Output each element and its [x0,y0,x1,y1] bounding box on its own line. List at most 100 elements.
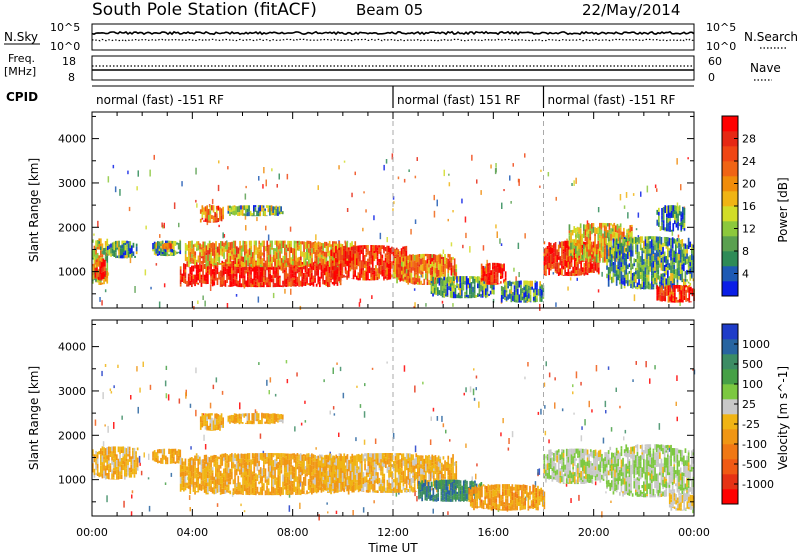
echo-cell [176,458,178,463]
echo-cell [104,271,106,277]
echo-cell [245,467,247,472]
echo-cell [212,460,214,462]
echo-cell [586,244,588,247]
echo-cell [428,254,430,260]
echo-cell [482,286,484,290]
echo-cell [181,458,183,461]
echo-cell [686,254,688,259]
echo-cell [667,241,669,246]
echo-cell [284,256,286,260]
scatter-cell [677,417,679,422]
echo-cell [602,239,604,247]
echo-cell [690,301,692,302]
echo-cell [190,252,192,258]
echo-cell [577,240,579,246]
echo-cell [282,256,284,260]
echo-cell [525,300,527,302]
echo-cell [332,273,334,279]
echo-cell [225,264,227,266]
echo-cell [274,459,276,467]
echo-cell [209,462,211,469]
echo-cell [285,268,287,271]
echo-cell [218,485,220,492]
echo-cell [257,268,259,272]
echo-cell [354,254,356,261]
echo-cell [375,276,377,280]
echo-cell [632,288,634,289]
echo-cell [167,255,169,256]
echo-cell [98,282,100,285]
echo-cell [226,243,228,250]
echo-cell [680,215,682,218]
echo-cell [461,296,463,298]
echo-cell [396,254,398,256]
scatter-cell [501,243,503,246]
scatter-cell [294,426,296,431]
echo-cell [439,271,441,278]
echo-cell [189,472,191,479]
echo-cell [236,258,238,263]
echo-cell [664,283,666,286]
echo-cell [616,270,618,276]
echo-cell [162,459,164,464]
echo-cell [236,246,238,254]
echo-cell [419,257,421,264]
echo-cell [220,484,222,486]
echo-cell [588,264,590,268]
echo-cell [601,236,603,243]
echo-cell [522,291,524,293]
echo-cell [221,208,223,215]
echo-cell [152,458,154,461]
echo-cell [249,453,251,459]
echo-cell [248,214,250,216]
echo-cell [213,205,215,212]
echo-cell [625,268,627,274]
echo-cell [180,477,182,484]
echo-cell [297,457,299,462]
echo-cell [490,270,492,275]
echo-cell [238,264,240,267]
echo-cell [266,489,268,495]
echo-cell [631,231,633,237]
echo-cell [260,243,262,246]
echo-cell [289,494,291,495]
nave-label: Nave [750,61,781,75]
echo-cell [674,220,676,224]
echo-cell [435,283,437,291]
scatter-cell [415,446,417,453]
echo-cell [661,301,663,302]
scatter-cell [315,234,317,240]
echo-cell [685,244,687,249]
echo-cell [263,253,265,257]
echo-cell [527,301,529,302]
echo-cell [260,256,262,260]
echo-cell [463,276,465,282]
echo-cell [428,280,430,285]
echo-cell [364,265,366,269]
scatter-cell [323,379,325,382]
echo-cell [580,271,582,275]
echo-cell [649,261,651,267]
echo-cell [317,276,319,283]
echo-cell [124,471,126,477]
echo-cell [625,280,627,284]
echo-cell [290,459,292,462]
echo-cell [459,283,461,288]
echo-cell [319,253,321,259]
echo-cell [209,270,211,275]
echo-cell [673,262,675,265]
echo-cell [230,264,232,266]
scatter-cell [107,426,109,433]
echo-cell [127,459,129,465]
echo-cell [194,264,196,265]
echo-cell [645,255,647,262]
echo-cell [517,301,519,302]
echo-cell [287,480,289,483]
echo-cell [353,246,355,254]
scatter-cell [171,473,173,477]
echo-cell [370,277,372,280]
echo-cell [635,268,637,271]
echo-cell [593,223,595,227]
echo-cell [197,481,199,485]
echo-cell [514,295,516,302]
